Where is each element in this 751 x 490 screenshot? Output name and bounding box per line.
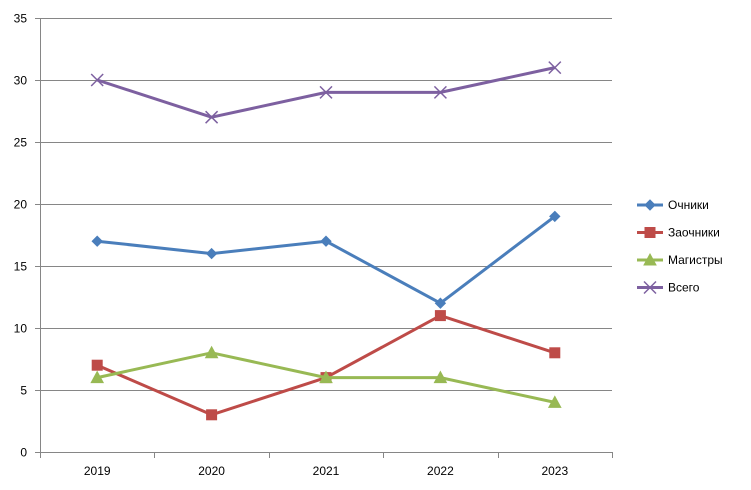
x-tick-label: 2022 xyxy=(427,464,454,478)
legend-marker xyxy=(644,199,656,211)
y-tick-label: 25 xyxy=(14,136,28,150)
series-lines xyxy=(90,61,562,421)
legend-item: Очники xyxy=(637,198,709,212)
data-point xyxy=(90,370,105,384)
gridlines xyxy=(35,18,612,453)
legend-marker xyxy=(643,252,657,266)
y-tick-label: 10 xyxy=(14,322,28,336)
x-tick-label: 2020 xyxy=(198,464,225,478)
legend-item: Всего xyxy=(637,281,700,295)
legend: Очники Заочники Магистры Всего xyxy=(637,198,723,295)
axes: 0 5 10 15 20 25 30 35 2019 2020 2021 2022 2023 xyxy=(14,12,613,478)
data-point xyxy=(548,61,562,75)
data-point xyxy=(434,297,447,309)
y-tick-label: 20 xyxy=(14,198,28,212)
series-0 xyxy=(91,210,561,309)
data-point xyxy=(205,110,219,124)
data-point xyxy=(319,370,333,384)
y-tick-label: 35 xyxy=(14,12,28,26)
legend-item: Заочники xyxy=(637,226,720,240)
series-3 xyxy=(90,61,562,124)
data-point xyxy=(433,85,447,99)
data-point xyxy=(549,347,561,359)
data-point xyxy=(205,247,218,260)
series-line xyxy=(97,215,556,305)
data-point xyxy=(206,409,218,421)
x-tick-label: 2021 xyxy=(313,464,340,478)
legend-marker xyxy=(644,227,656,238)
legend-item: Магистры xyxy=(637,252,723,267)
marker-stroke xyxy=(433,85,447,99)
data-point xyxy=(204,345,219,359)
marker-stroke xyxy=(205,110,219,124)
data-point xyxy=(91,235,103,247)
data-point xyxy=(90,73,104,87)
data-point xyxy=(549,210,561,223)
y-tick-label: 30 xyxy=(14,74,28,88)
y-tick-label: 0 xyxy=(20,446,27,460)
legend-label: Всего xyxy=(668,281,700,295)
legend-marker xyxy=(643,280,657,295)
data-point xyxy=(433,370,448,384)
y-tick-label: 15 xyxy=(14,260,28,274)
y-tick-label: 5 xyxy=(20,384,27,398)
legend-label: Магистры xyxy=(668,253,723,267)
marker-stroke xyxy=(643,280,657,295)
marker-stroke xyxy=(319,85,333,99)
marker-stroke xyxy=(548,61,562,75)
x-tick-label: 2023 xyxy=(541,464,568,478)
data-point xyxy=(320,235,332,247)
data-point xyxy=(91,359,103,371)
data-point xyxy=(547,395,562,408)
marker-stroke xyxy=(90,73,104,87)
series-1 xyxy=(91,310,561,421)
legend-label: Заочники xyxy=(668,226,720,240)
x-tick-label: 2019 xyxy=(84,464,111,478)
series-line xyxy=(96,314,556,417)
data-point xyxy=(434,310,446,322)
legend-label: Очники xyxy=(668,198,709,212)
data-point xyxy=(319,85,333,99)
series-2 xyxy=(90,345,562,408)
